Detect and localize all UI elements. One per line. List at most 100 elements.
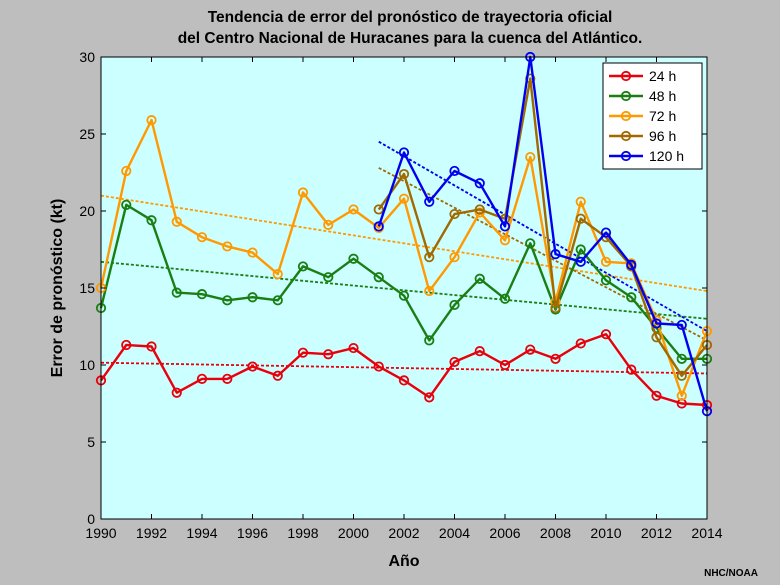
data-point-120h-2011	[626, 259, 637, 270]
data-point-48h-2004	[449, 299, 460, 311]
data-point-120h-2009	[575, 256, 586, 267]
series-line-120h	[377, 55, 709, 412]
data-point-24h-2006	[499, 359, 511, 371]
data-point-24h-1998	[297, 347, 309, 358]
data-point-96h-2004	[449, 208, 460, 220]
data-point-72h-2009	[575, 196, 586, 207]
data-point-48h-2009	[575, 244, 586, 255]
legend-label: 48 h	[649, 88, 676, 104]
data-point-120h-2006	[499, 221, 511, 232]
trend-line-48h	[100, 260, 708, 320]
data-point-72h-1998	[297, 187, 309, 198]
trend-line-72h	[100, 194, 708, 292]
y-tick-label: 0	[87, 511, 95, 527]
data-point-48h-2013	[676, 353, 687, 364]
data-point-24h-2010	[600, 329, 612, 340]
data-point-120h-2012	[651, 318, 662, 329]
x-axis-label: Año	[388, 553, 419, 570]
chart-title-line-1: Tendencia de error del pronóstico de tra…	[208, 9, 613, 26]
axis-ticks: 1990 1992 1994 1996 1998 2000 2002 2004 2006 2008…	[79, 49, 722, 541]
y-tick-label: 5	[87, 434, 95, 450]
data-point-24h-1996	[247, 361, 258, 372]
legend-label: 120 h	[649, 148, 684, 164]
data-point-24h-2009	[575, 338, 586, 349]
data-point-24h-1997	[272, 370, 283, 381]
legend-swatch-marker	[620, 70, 632, 82]
data-point-24h-2008	[550, 353, 561, 364]
data-point-72h-1994	[196, 232, 208, 243]
y-tick-label: 10	[79, 357, 95, 373]
data-point-48h-1995	[222, 295, 233, 306]
data-point-72h-2004	[449, 252, 460, 263]
data-point-120h-2010	[600, 227, 612, 238]
data-point-96h-2008	[550, 302, 561, 314]
data-point-48h-2007	[525, 238, 536, 249]
data-point-72h-1991	[121, 165, 132, 177]
data-point-72h-2010	[600, 256, 612, 267]
legend-item-24h: 24 h	[609, 68, 676, 84]
data-point-48h-2003	[424, 335, 435, 346]
series-line-72h	[99, 118, 709, 397]
x-tick-label: 2002	[388, 525, 419, 541]
legend-item-96h: 96 h	[609, 128, 676, 144]
data-point-24h-2011	[626, 364, 637, 375]
data-point-96h-2002	[398, 168, 410, 180]
x-tick-label: 2004	[439, 525, 470, 541]
x-tick-label: 1998	[287, 525, 318, 541]
data-point-48h-2006	[499, 293, 511, 304]
data-point-72h-2006	[499, 235, 511, 246]
data-point-48h-2001	[373, 272, 384, 283]
data-point-24h-1992	[146, 341, 157, 352]
data-point-48h-2000	[348, 253, 359, 264]
data-point-96h-2001	[373, 204, 384, 215]
legend-item-72h: 72 h	[609, 108, 676, 124]
data-point-120h-2013	[676, 319, 687, 331]
chart-title-line-2: del Centro Nacional de Huracanes para la…	[178, 30, 643, 47]
data-point-96h-2012	[651, 332, 662, 343]
y-axis-label: Error de pronóstico (kt)	[49, 199, 66, 378]
series-line-48h	[99, 203, 707, 360]
data-point-96h-2009	[575, 213, 586, 224]
data-point-48h-1999	[323, 272, 334, 283]
data-point-120h-2001	[373, 221, 384, 232]
data-point-24h-2005	[474, 346, 485, 357]
x-tick-label: 1990	[85, 525, 116, 541]
data-point-48h-1997	[272, 295, 283, 306]
credit-text: NHC/NOAA	[704, 568, 758, 579]
legend-swatch-marker	[620, 90, 632, 102]
legend-item-48h: 48 h	[609, 88, 676, 104]
data-point-24h-2012	[651, 390, 662, 401]
data-point-120h-2002	[398, 147, 410, 158]
y-tick-label: 20	[79, 203, 95, 219]
data-point-24h-2002	[398, 375, 410, 386]
data-point-24h-2003	[424, 392, 435, 403]
data-point-96h-2013	[676, 370, 687, 381]
data-point-72h-2000	[348, 204, 359, 215]
legend-label: 96 h	[649, 128, 676, 144]
data-point-48h-2002	[398, 290, 410, 301]
y-tick-label: 25	[79, 126, 95, 142]
data-point-24h-1994	[196, 373, 208, 384]
data-point-96h-2003	[424, 252, 435, 263]
trend-line-24h	[100, 361, 708, 375]
data-point-48h-2010	[600, 275, 612, 286]
data-point-72h-2002	[398, 193, 410, 204]
data-point-48h-1996	[247, 292, 258, 303]
data-point-24h-1991	[121, 339, 132, 351]
x-tick-label: 2006	[489, 525, 520, 541]
data-point-48h-2005	[474, 273, 485, 284]
data-point-96h-2005	[474, 204, 485, 215]
legend-swatch-marker	[620, 150, 632, 162]
data-point-72h-2003	[424, 285, 435, 297]
data-point-48h-1993	[171, 287, 182, 298]
legend-swatch-marker	[620, 110, 632, 122]
chart-title: Tendencia de error del pronóstico de tra…	[178, 9, 643, 47]
legend-label: 72 h	[649, 108, 676, 124]
data-point-120h-2008	[550, 249, 561, 260]
x-tick-label: 2010	[590, 525, 621, 541]
data-point-72h-1999	[323, 219, 334, 230]
data-point-120h-2004	[449, 165, 460, 177]
data-point-24h-2004	[449, 356, 460, 368]
series-line-24h	[100, 333, 708, 407]
data-point-72h-1992	[146, 115, 157, 126]
